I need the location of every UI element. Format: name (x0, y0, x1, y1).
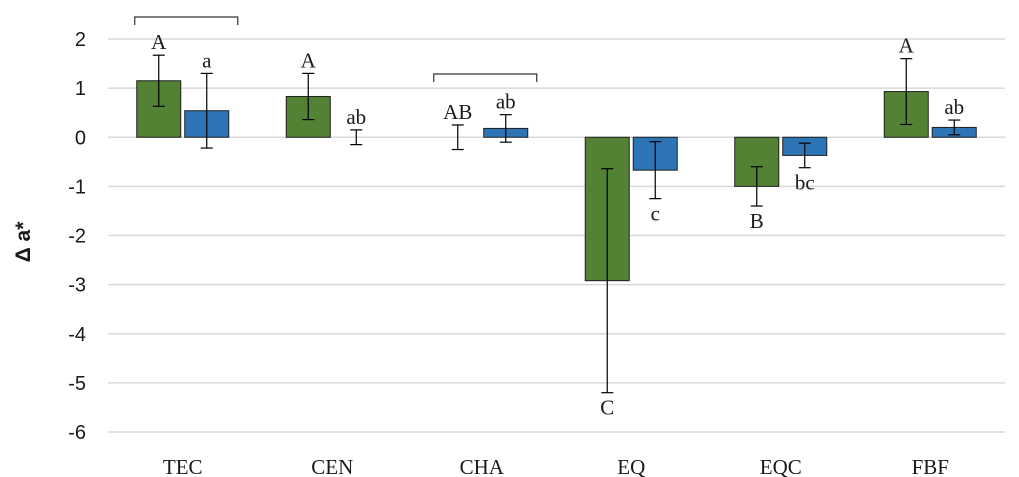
bracket-tec (134, 16, 239, 25)
y-tick-label: -5 (68, 373, 86, 395)
x-axis-categories: TEC CEN CHA EQ EQC FBF (163, 455, 949, 477)
significance-label-cha-s1: AB (443, 100, 472, 124)
category-label-tec: TEC (163, 455, 203, 477)
significance-label-fbf-s1: A (899, 34, 915, 58)
significance-label-tec-s1: A (151, 30, 167, 54)
significance-label-cen-s2: ab (346, 105, 366, 129)
error-bars (152, 54, 961, 394)
significance-label-cen-s1: A (301, 48, 317, 72)
significance-label-eq-s2: c (651, 202, 660, 226)
y-tick-label: -2 (68, 226, 86, 248)
significance-label-tec-s2: a (202, 48, 212, 72)
y-tick-label: -1 (68, 176, 86, 198)
y-axis-ticks: 2 1 0 -1 -2 -3 -4 -5 -6 (68, 29, 86, 444)
category-label-cen: CEN (311, 455, 353, 477)
y-tick-label: 1 (75, 78, 86, 100)
bars (136, 80, 977, 282)
y-tick-label: -3 (68, 275, 86, 297)
y-tick-label: 0 (75, 127, 86, 149)
significance-labels: Aa Aab AB ab Cc Bbc Aab (151, 30, 964, 419)
significance-label-eq-s1: C (600, 396, 614, 420)
y-tick-label: 2 (75, 29, 86, 51)
category-label-eqc: EQC (760, 455, 802, 477)
y-axis-title: Δ a* (12, 221, 35, 263)
significance-label-fbf-s2: ab (944, 95, 964, 119)
gridlines (108, 38, 1005, 433)
bracket-cha (433, 73, 538, 82)
category-label-eq: EQ (617, 455, 645, 477)
y-tick-label: -6 (68, 422, 86, 444)
significance-label-eqc-s2: bc (795, 171, 815, 195)
category-label-cha: CHA (460, 455, 505, 477)
category-label-fbf: FBF (912, 455, 949, 477)
brackets (134, 16, 538, 82)
y-tick-label: -4 (68, 324, 86, 346)
significance-label-eqc-s1: B (750, 209, 764, 233)
significance-label-cha-s2: ab (496, 90, 516, 114)
